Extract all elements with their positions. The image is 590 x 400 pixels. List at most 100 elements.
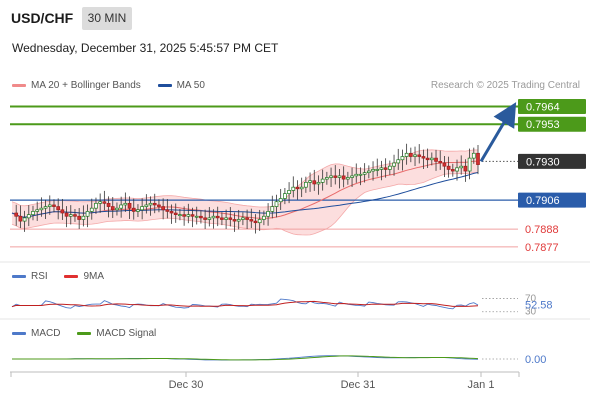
x-axis: Dec 30 Dec 31 Jan 1 bbox=[10, 372, 520, 391]
candle-body bbox=[413, 154, 417, 157]
candle-body bbox=[224, 217, 228, 220]
candle-body bbox=[31, 211, 35, 215]
candle-body bbox=[228, 217, 233, 220]
candle-body bbox=[371, 169, 375, 172]
legend-swatch-ma20 bbox=[12, 83, 26, 87]
candle-body bbox=[119, 204, 124, 209]
candle-body bbox=[173, 212, 178, 215]
candle-body bbox=[194, 215, 199, 218]
candle-body bbox=[161, 206, 165, 211]
rsi-legend: RSI 9MA bbox=[12, 271, 118, 282]
candle-body bbox=[140, 206, 144, 211]
candle-body bbox=[312, 180, 317, 185]
candle-body bbox=[375, 169, 380, 171]
candle-body bbox=[178, 214, 182, 216]
candle-body bbox=[341, 175, 346, 180]
candle-body bbox=[81, 215, 86, 220]
candle-body bbox=[266, 211, 270, 217]
candle-body bbox=[438, 161, 443, 164]
rsi-value-label: 52.58 bbox=[525, 299, 553, 311]
rsi-line bbox=[11, 298, 479, 310]
candle-body bbox=[476, 152, 480, 165]
price-levels: 0.7964 0.7953 0.7906 0.7888 0.7877 0.7930 bbox=[10, 98, 586, 254]
candle-body bbox=[379, 167, 384, 170]
legend-item-rsi: RSI bbox=[12, 271, 48, 282]
candle-body bbox=[123, 202, 128, 206]
candle-body bbox=[22, 217, 27, 222]
legend-swatch-macd-signal bbox=[77, 331, 92, 335]
candle-body bbox=[232, 219, 237, 222]
candle-body bbox=[157, 204, 161, 207]
candle-body bbox=[211, 215, 216, 219]
candle-body bbox=[64, 212, 69, 217]
candle-body bbox=[270, 206, 275, 212]
current-price-tag bbox=[518, 153, 586, 169]
candle-body bbox=[115, 207, 119, 211]
candle-body bbox=[98, 201, 103, 204]
macd-legend: MACD MACD Signal bbox=[12, 328, 170, 339]
candle-body bbox=[459, 165, 464, 169]
rsi-tick: 30 bbox=[525, 307, 537, 318]
candle-body bbox=[467, 157, 472, 172]
candle-body bbox=[287, 190, 291, 194]
candle-body bbox=[110, 206, 115, 211]
bollinger-bands bbox=[11, 149, 479, 236]
candle-body bbox=[241, 217, 245, 220]
candle-body bbox=[446, 165, 451, 170]
candle-body bbox=[429, 157, 434, 161]
resistance-1-tag bbox=[518, 116, 586, 132]
candle-body bbox=[136, 209, 140, 212]
candle-body bbox=[299, 186, 304, 190]
candle-body bbox=[47, 204, 52, 207]
candle-body bbox=[350, 175, 354, 178]
candle-body bbox=[304, 181, 308, 188]
candle-body bbox=[249, 219, 254, 222]
candle-body bbox=[39, 207, 44, 211]
candle-body bbox=[262, 215, 266, 220]
candle-body bbox=[186, 214, 191, 217]
candle-body bbox=[392, 162, 396, 167]
candle-body bbox=[152, 202, 157, 206]
candle-body bbox=[148, 202, 153, 206]
candle-body bbox=[253, 220, 258, 224]
candle-body bbox=[404, 152, 409, 157]
current-price-label: 0.7930 bbox=[526, 156, 560, 168]
resistance-1-label: 0.7953 bbox=[526, 119, 560, 131]
candle-body bbox=[463, 165, 468, 172]
x-tick-label: Jan 1 bbox=[468, 379, 495, 391]
candle-body bbox=[337, 175, 342, 178]
candle-body bbox=[165, 209, 170, 212]
candle-body bbox=[73, 214, 77, 217]
candle-body bbox=[94, 202, 98, 209]
candle-body bbox=[295, 186, 300, 190]
candle-body bbox=[127, 202, 132, 209]
candle-body bbox=[56, 206, 61, 211]
candle-body bbox=[102, 201, 107, 204]
candle-body bbox=[408, 152, 413, 157]
candle-body bbox=[144, 204, 149, 207]
candle-body bbox=[68, 214, 73, 217]
candle-body bbox=[207, 217, 212, 220]
candle-body bbox=[329, 175, 333, 178]
ma50-line bbox=[11, 172, 479, 218]
candle-body bbox=[190, 214, 195, 217]
candle-body bbox=[85, 211, 90, 217]
legend-label-macd-signal: MACD Signal bbox=[96, 328, 157, 339]
chart-datetime: Wednesday, December 31, 2025 5:45:57 PM … bbox=[12, 41, 279, 55]
candle-body bbox=[333, 175, 338, 178]
candle-body bbox=[215, 215, 220, 219]
candle-body bbox=[131, 207, 136, 212]
candle-body bbox=[366, 170, 371, 174]
pivot-label: 0.7906 bbox=[526, 195, 560, 207]
candle-body bbox=[77, 215, 82, 220]
candle-body bbox=[471, 152, 476, 159]
support-1-label: 0.7888 bbox=[525, 224, 559, 236]
legend-label-rsi-ma: 9MA bbox=[83, 271, 105, 282]
legend-label-macd: MACD bbox=[31, 328, 61, 339]
timeframe-badge[interactable]: 30 MIN bbox=[82, 7, 132, 30]
candle-body bbox=[396, 159, 401, 164]
candle-body bbox=[450, 169, 455, 172]
candle-body bbox=[400, 156, 405, 161]
candle-body bbox=[346, 177, 350, 180]
